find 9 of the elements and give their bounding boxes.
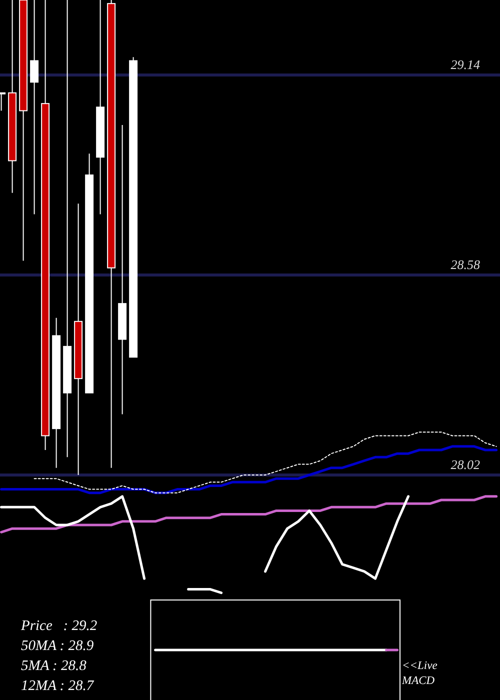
annotation: Price : 29.2 <box>20 618 98 634</box>
y-tick-label: 29.14 <box>450 57 480 72</box>
annotation: 50MA : 28.9 <box>21 638 94 654</box>
annotation: <<Live <box>402 660 438 672</box>
y-tick-label: 28.58 <box>450 257 480 272</box>
annotation: 12MA : 28.7 <box>21 678 94 694</box>
y-tick-label: 28.02 <box>450 457 480 472</box>
annotation: 5MA : 28.8 <box>21 658 88 674</box>
annotation: MACD <box>401 675 436 687</box>
